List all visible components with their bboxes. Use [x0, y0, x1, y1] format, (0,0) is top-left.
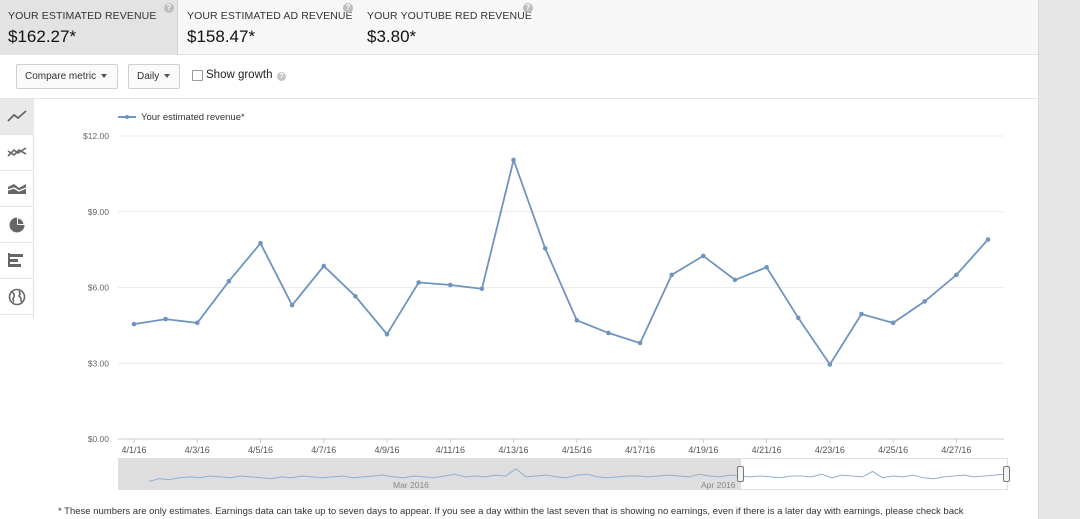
chevron-down-icon	[164, 74, 171, 79]
x-tick-label: 4/25/16	[878, 445, 908, 455]
line-chart-icon[interactable]	[0, 99, 34, 135]
data-point[interactable]	[669, 272, 675, 278]
legend-label: Your estimated revenue*	[141, 112, 245, 123]
data-point[interactable]	[827, 362, 833, 367]
tab-estimated-revenue[interactable]: YOUR ESTIMATED REVENUE $162.27* ?	[0, 0, 178, 55]
stacked-area-chart-icon[interactable]	[0, 171, 34, 207]
data-point[interactable]	[479, 286, 485, 292]
data-point[interactable]	[606, 330, 611, 336]
x-tick-label: 4/21/16	[752, 445, 782, 455]
x-tick-label: 4/3/16	[185, 445, 210, 455]
compare-metric-label: Compare metric	[25, 71, 97, 82]
y-tick-label: $6.00	[88, 283, 110, 293]
chart-type-rail	[0, 99, 34, 319]
tab-estimated-ad-revenue[interactable]: YOUR ESTIMATED AD REVENUE $158.47* ?	[179, 0, 357, 55]
show-growth-label: Show growth	[206, 69, 273, 81]
data-point[interactable]	[131, 321, 137, 327]
y-tick-label: $9.00	[88, 207, 110, 217]
help-icon[interactable]: ?	[277, 72, 286, 81]
data-point[interactable]	[353, 294, 358, 299]
tab-label: YOUR YOUTUBE RED REVENUE	[367, 10, 532, 22]
granularity-dropdown[interactable]: Daily	[128, 64, 180, 89]
data-point[interactable]	[701, 253, 706, 259]
y-tick-label: $0.00	[88, 434, 110, 444]
bar-chart-icon[interactable]	[0, 243, 34, 279]
x-tick-label: 4/19/16	[688, 445, 718, 455]
navigator-label-mar: Mar 2016	[393, 480, 429, 490]
navigator-unselected-range	[119, 459, 741, 489]
navigator-series-line	[148, 468, 1006, 482]
data-point[interactable]	[637, 340, 643, 346]
show-growth-checkbox[interactable]	[192, 70, 203, 81]
tab-value: $162.27*	[8, 27, 77, 46]
navigator-left-handle[interactable]	[737, 466, 744, 482]
revenue-line-chart[interactable]: $0.00 $3.00 $6.00 $9.00 $12.00 4/1/16 4/3/16 4/…	[0, 99, 1030, 461]
tab-label: YOUR ESTIMATED AD REVENUE	[187, 10, 353, 22]
data-point[interactable]	[795, 315, 801, 321]
revenue-series-line	[133, 156, 989, 367]
x-tick-label: 4/11/16	[436, 445, 465, 455]
data-point[interactable]	[416, 280, 421, 285]
scrollbar-gutter[interactable]	[1038, 0, 1080, 519]
data-point[interactable]	[163, 316, 168, 322]
chart-legend[interactable]: Your estimated revenue*	[118, 112, 245, 123]
x-tick-label: 4/7/16	[311, 445, 336, 455]
help-icon[interactable]: ?	[164, 3, 174, 13]
globe-map-icon[interactable]	[0, 279, 34, 315]
multi-line-chart-icon[interactable]	[0, 135, 34, 171]
navigator-label-apr: Apr 2016	[701, 480, 736, 490]
chart-controls	[0, 56, 1038, 99]
data-point[interactable]	[289, 302, 295, 308]
data-point[interactable]	[732, 277, 738, 283]
navigator-mini-chart	[148, 468, 1006, 482]
tab-value: $3.80*	[367, 27, 417, 46]
data-point[interactable]	[574, 318, 580, 323]
data-point[interactable]	[258, 241, 263, 246]
data-point[interactable]	[226, 278, 232, 284]
estimates-footnote: * These numbers are only estimates. Earn…	[58, 506, 964, 517]
date-range-navigator[interactable]: Mar 2016 Apr 2016	[118, 458, 1010, 490]
data-point[interactable]	[985, 237, 991, 242]
granularity-label: Daily	[137, 71, 160, 82]
tab-youtube-red-revenue[interactable]: YOUR YOUTUBE RED REVENUE $3.80* ?	[359, 0, 539, 55]
analytics-page: YOUR ESTIMATED REVENUE $162.27* ? YOUR E…	[0, 0, 1038, 519]
data-point[interactable]	[954, 272, 959, 278]
data-point[interactable]	[890, 320, 896, 326]
navigator-right-handle[interactable]	[1003, 466, 1010, 482]
x-tick-label: 4/17/16	[625, 445, 655, 455]
x-tick-label: 4/15/16	[562, 445, 592, 455]
data-point[interactable]	[859, 311, 864, 317]
x-tick-label: 4/5/16	[248, 445, 273, 455]
x-tick-label: 4/1/16	[121, 445, 146, 455]
x-tick-label: 4/9/16	[375, 445, 400, 455]
x-tick-label: 4/27/16	[941, 445, 971, 455]
data-point[interactable]	[194, 320, 200, 326]
x-tick-label: 4/13/16	[499, 445, 529, 455]
help-icon[interactable]: ?	[343, 3, 353, 13]
data-point[interactable]	[384, 331, 390, 337]
data-point[interactable]	[511, 157, 516, 163]
help-icon[interactable]: ?	[523, 3, 533, 13]
metric-tabs: YOUR ESTIMATED REVENUE $162.27* ? YOUR E…	[0, 0, 1038, 55]
data-point[interactable]	[447, 282, 453, 288]
y-tick-label: $12.00	[83, 131, 109, 141]
data-point[interactable]	[542, 246, 548, 251]
y-tick-label: $3.00	[88, 358, 110, 368]
data-point[interactable]	[764, 265, 769, 270]
x-tick-label: 4/23/16	[815, 445, 845, 455]
data-point[interactable]	[922, 299, 928, 304]
chevron-down-icon	[101, 74, 108, 79]
data-point[interactable]	[321, 263, 327, 269]
tab-label: YOUR ESTIMATED REVENUE	[8, 10, 157, 22]
legend-line-icon	[118, 114, 136, 119]
tab-value: $158.47*	[187, 27, 256, 46]
compare-metric-dropdown[interactable]: Compare metric	[16, 64, 118, 89]
pie-chart-icon[interactable]	[0, 207, 34, 243]
